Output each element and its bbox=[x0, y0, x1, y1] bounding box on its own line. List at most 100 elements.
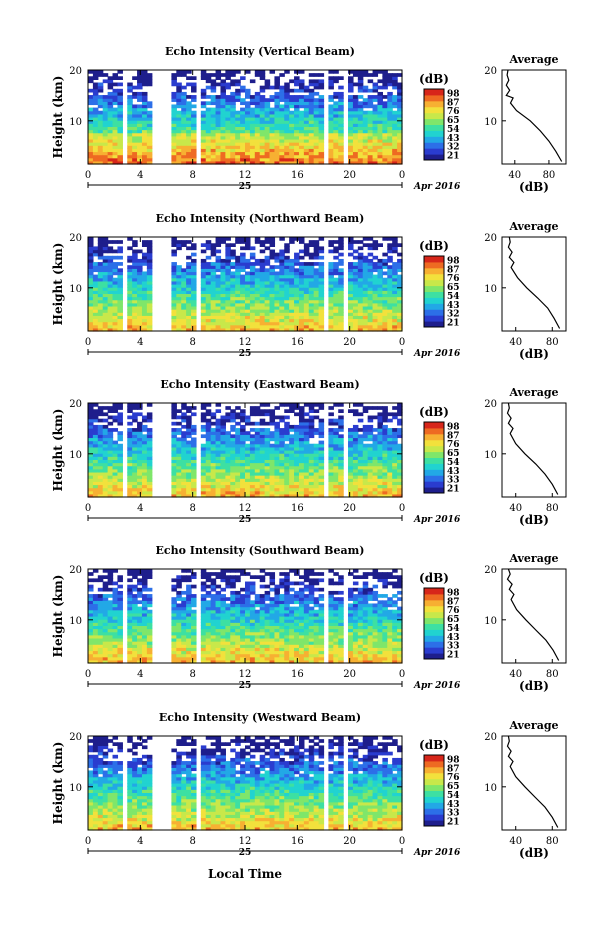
heatmap-cell bbox=[308, 79, 315, 84]
heatmap-cell bbox=[146, 443, 153, 448]
heatmap-cell bbox=[97, 309, 104, 313]
heatmap-cell bbox=[352, 471, 359, 476]
heatmap-cell bbox=[97, 246, 104, 251]
heatmap-cell bbox=[372, 428, 379, 432]
heatmap-cell bbox=[107, 246, 114, 251]
heatmap-cell bbox=[303, 424, 310, 429]
heatmap-cell bbox=[377, 465, 383, 470]
heatmap-cell bbox=[294, 478, 300, 482]
heatmap-cell bbox=[230, 120, 236, 124]
heatmap-cell bbox=[235, 406, 241, 410]
heatmap-cell bbox=[220, 421, 226, 426]
heatmap-cell bbox=[132, 437, 138, 442]
heatmap-cell bbox=[127, 597, 133, 601]
heatmap-cell bbox=[176, 293, 182, 298]
heatmap-cell bbox=[240, 142, 246, 146]
heatmap-cell bbox=[382, 262, 388, 266]
heatmap-cell bbox=[274, 145, 280, 149]
heatmap-cell bbox=[200, 157, 207, 162]
heatmap-cell bbox=[146, 644, 153, 648]
heatmap-cell bbox=[362, 456, 369, 460]
heatmap-cell bbox=[372, 406, 379, 410]
heatmap-cell bbox=[112, 305, 119, 310]
heatmap-cell bbox=[127, 459, 133, 464]
heatmap-cell bbox=[205, 318, 212, 323]
heatmap-cell bbox=[88, 450, 94, 454]
heatmap-cell bbox=[259, 327, 266, 332]
heatmap-cell bbox=[176, 590, 182, 595]
heatmap-cell bbox=[107, 478, 114, 482]
heatmap-cell bbox=[210, 73, 217, 77]
heatmap-cell bbox=[362, 88, 369, 93]
heatmap-cell bbox=[333, 475, 339, 479]
heatmap-cell bbox=[200, 154, 207, 159]
heatmap-cell bbox=[362, 290, 369, 294]
heatmap-cell bbox=[338, 312, 344, 316]
heatmap-cell bbox=[230, 132, 236, 137]
heatmap-cell bbox=[235, 151, 241, 156]
heatmap-cell bbox=[107, 318, 114, 323]
heatmap-cell bbox=[137, 321, 143, 326]
heatmap-cell bbox=[117, 468, 123, 473]
heatmap-cell bbox=[141, 296, 148, 301]
heatmap-cell bbox=[259, 258, 266, 263]
heatmap-cell bbox=[313, 73, 320, 77]
heatmap-cell bbox=[112, 318, 119, 323]
heatmap-cell bbox=[289, 110, 295, 115]
heatmap-cell bbox=[333, 490, 339, 495]
heatmap-cell bbox=[240, 110, 246, 115]
heatmap-cell bbox=[392, 296, 398, 301]
heatmap-cell bbox=[397, 327, 403, 332]
heatmap-cell bbox=[284, 456, 290, 460]
heatmap-cell bbox=[137, 450, 143, 454]
heatmap-cell bbox=[377, 450, 383, 454]
heatmap-cell bbox=[132, 471, 138, 476]
heatmap-cell bbox=[397, 465, 403, 470]
heatmap-cell bbox=[191, 321, 197, 326]
heatmap-cell bbox=[235, 117, 241, 121]
x-tick-label: 16 bbox=[291, 503, 304, 514]
heatmap-cell bbox=[107, 290, 114, 294]
heatmap-cell bbox=[274, 95, 280, 99]
heatmap-cell bbox=[186, 650, 192, 655]
heatmap-cell bbox=[186, 76, 192, 80]
heatmap-cell bbox=[367, 302, 374, 307]
heatmap-cell bbox=[313, 120, 320, 124]
heatmap-cell bbox=[254, 302, 261, 307]
heatmap-cell bbox=[186, 612, 192, 617]
heatmap-cell bbox=[269, 98, 276, 102]
heatmap-cell bbox=[220, 493, 226, 498]
heatmap-cell bbox=[284, 443, 290, 448]
heatmap-cell bbox=[308, 262, 315, 266]
heatmap-cell bbox=[318, 324, 325, 329]
heatmap-cell bbox=[92, 262, 99, 266]
heatmap-cell bbox=[112, 484, 119, 489]
heatmap-cell bbox=[186, 659, 192, 664]
heatmap-cell bbox=[289, 290, 295, 294]
heatmap-cell bbox=[392, 271, 398, 276]
heatmap-cell bbox=[200, 277, 207, 282]
heatmap-cell bbox=[191, 575, 197, 579]
heatmap-cell bbox=[200, 299, 207, 304]
heatmap-cell bbox=[264, 471, 271, 476]
heatmap-cell bbox=[294, 258, 300, 263]
heatmap-cell bbox=[254, 284, 261, 288]
heatmap-cell bbox=[102, 600, 109, 605]
heatmap-cell bbox=[254, 478, 261, 482]
heatmap-cell bbox=[313, 459, 320, 464]
heatmap-cell bbox=[146, 315, 153, 320]
heatmap-cell bbox=[191, 312, 197, 316]
heatmap-cell bbox=[171, 129, 177, 134]
heatmap-cell bbox=[215, 151, 222, 156]
heatmap-cell bbox=[181, 653, 187, 658]
heatmap-cell bbox=[240, 431, 246, 435]
heatmap-cell bbox=[235, 327, 241, 332]
heatmap-cell bbox=[249, 265, 256, 269]
heatmap-cell bbox=[333, 95, 339, 99]
heatmap-cell bbox=[308, 129, 315, 134]
heatmap-cell bbox=[254, 113, 261, 118]
heatmap-cell bbox=[318, 95, 325, 99]
heatmap-cell bbox=[289, 126, 295, 131]
heatmap-cell bbox=[176, 484, 182, 489]
heatmap-cell bbox=[107, 268, 114, 273]
